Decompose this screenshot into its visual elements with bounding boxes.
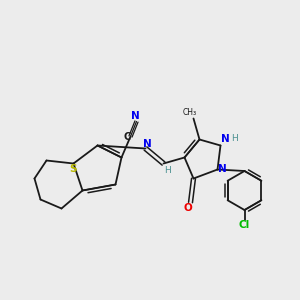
- Text: S: S: [69, 164, 77, 174]
- Text: Cl: Cl: [239, 220, 250, 230]
- Text: N: N: [220, 134, 230, 145]
- Text: O: O: [183, 203, 192, 213]
- Text: C: C: [123, 132, 130, 142]
- Text: CH₃: CH₃: [183, 108, 197, 117]
- Text: H: H: [232, 134, 238, 143]
- Text: H: H: [164, 166, 170, 175]
- Text: N: N: [218, 164, 226, 175]
- Text: N: N: [130, 111, 140, 121]
- Text: N: N: [142, 139, 152, 149]
